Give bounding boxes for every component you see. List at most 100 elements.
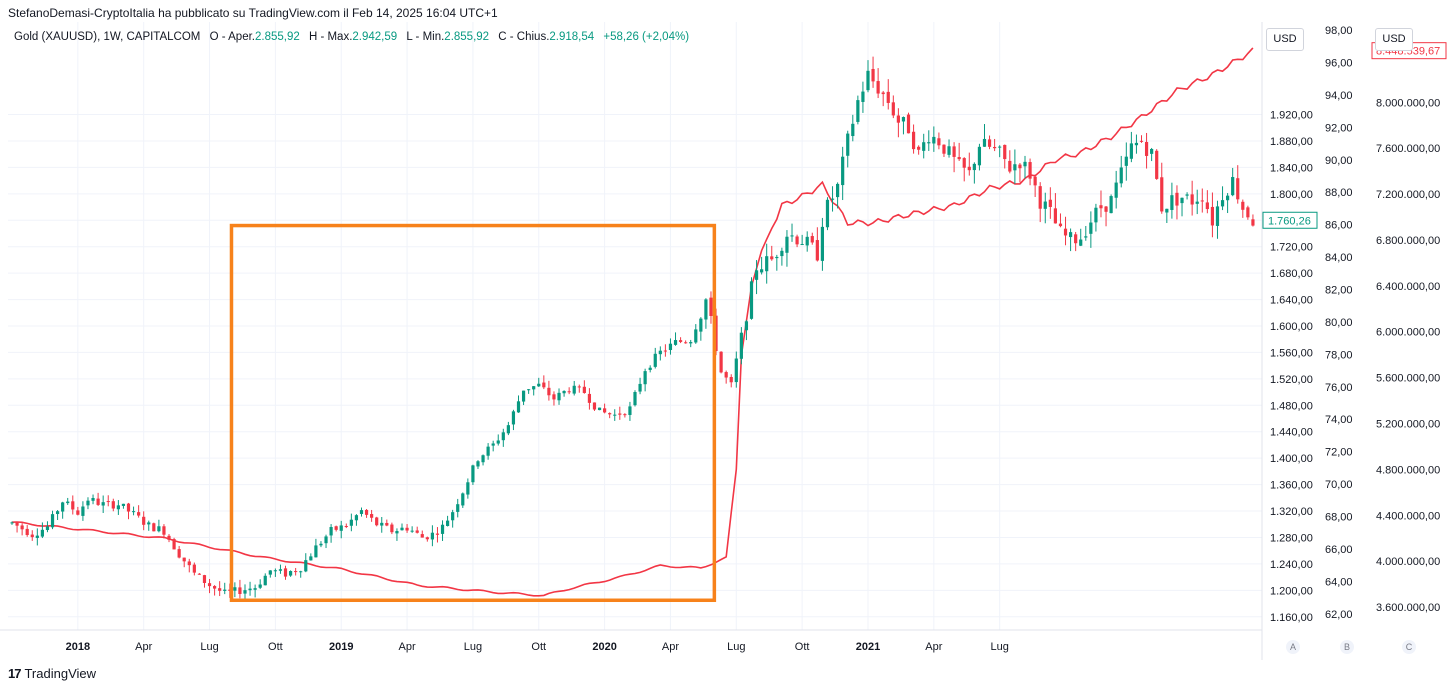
candle-body <box>810 236 814 243</box>
candle <box>567 387 571 395</box>
candle-body <box>891 102 895 116</box>
candle-body <box>471 465 475 483</box>
candle <box>815 227 819 262</box>
price-tick-label: 1.280,00 <box>1270 532 1313 544</box>
candle <box>810 232 814 245</box>
candle-body <box>364 509 369 515</box>
candle-body <box>704 299 708 320</box>
candle <box>121 503 126 509</box>
secondary-tick-label: 86,00 <box>1325 220 1353 232</box>
publication-attribution: StefanoDemasi-CryptoItalia ha pubblicato… <box>8 6 498 20</box>
candle-body <box>121 503 126 506</box>
candle-body <box>61 502 65 512</box>
overlay-tick-label: 4.000.000,00 <box>1376 556 1440 568</box>
candle <box>1144 132 1149 169</box>
candle-body <box>1251 219 1255 226</box>
candle-body <box>268 570 272 575</box>
candle <box>760 256 764 275</box>
candle <box>673 332 678 346</box>
candle <box>1150 147 1154 162</box>
candle-body <box>66 501 70 504</box>
candle <box>349 513 353 532</box>
candle <box>309 553 313 561</box>
candle-body <box>1155 150 1159 179</box>
candle-body <box>770 256 774 260</box>
price-tick-label: 1.200,00 <box>1270 585 1313 597</box>
candle-body <box>846 133 850 156</box>
candle-body <box>597 407 602 411</box>
overlay-line-series <box>11 47 1254 597</box>
candle <box>1170 182 1174 219</box>
candle <box>1210 192 1215 238</box>
candle <box>294 567 298 576</box>
candle <box>476 460 480 470</box>
candle-body <box>405 527 409 531</box>
candle-body <box>1150 149 1154 154</box>
candle-body <box>825 199 830 228</box>
candle-body <box>982 138 987 147</box>
candle <box>466 478 470 499</box>
candle-body <box>749 281 754 319</box>
candle <box>471 464 475 485</box>
candle <box>841 146 845 201</box>
candle-body <box>557 392 561 401</box>
candle <box>1134 134 1139 154</box>
axis-letter-c[interactable]: C <box>1402 640 1416 654</box>
axis-letter-a[interactable]: A <box>1286 640 1300 654</box>
currency-button-secondary[interactable]: USD <box>1375 28 1413 51</box>
overlay-tick-label: 7.200.000,00 <box>1376 189 1440 201</box>
candle <box>81 501 85 521</box>
low-label: L - Min. <box>406 31 445 43</box>
candle-body <box>922 142 926 151</box>
currency-button-primary[interactable]: USD <box>1266 28 1304 51</box>
candle <box>197 573 202 575</box>
candle <box>1068 228 1073 252</box>
candle-body <box>370 514 374 518</box>
candle-body <box>213 586 217 589</box>
tradingview-logo-icon: 17 <box>8 666 22 681</box>
candle <box>689 339 693 348</box>
candle-body <box>977 146 982 166</box>
candle <box>461 492 465 508</box>
candle <box>1246 205 1250 220</box>
candle-body <box>435 533 440 535</box>
candle-body <box>400 527 404 531</box>
candle <box>20 523 24 536</box>
candle <box>516 395 521 413</box>
candle-body <box>987 139 992 147</box>
candle-body <box>344 525 348 527</box>
candle-body <box>1003 144 1007 160</box>
candle-body <box>678 340 683 342</box>
price-tick-label: 1.520,00 <box>1270 374 1313 386</box>
candle <box>891 95 895 119</box>
candle-body <box>197 573 202 575</box>
candle <box>729 374 733 388</box>
x-tick-label: Apr <box>925 641 942 653</box>
candle-body <box>719 351 723 373</box>
candle <box>1129 131 1133 163</box>
candle-body <box>1165 208 1169 213</box>
price-tick-label: 1.720,00 <box>1270 242 1313 254</box>
axis-letter-b[interactable]: B <box>1340 640 1354 654</box>
candle-body <box>1124 156 1128 166</box>
candle <box>608 412 612 419</box>
candle <box>1013 149 1017 184</box>
candle-body <box>476 461 480 467</box>
tradingview-footer[interactable]: 17 TradingView <box>8 666 96 681</box>
candle-body <box>876 81 880 94</box>
candle-body <box>851 123 855 137</box>
candle-body <box>754 270 759 280</box>
highlight-rect <box>229 223 717 603</box>
candle-body <box>101 502 105 506</box>
price-current-label: 1.760,26 <box>1268 215 1311 227</box>
overlay-tick-label: 7.600.000,00 <box>1376 143 1440 155</box>
candle <box>71 495 75 515</box>
x-tick-label: 2021 <box>856 641 880 653</box>
candle-body <box>896 115 900 123</box>
candle-body <box>917 146 921 150</box>
symbol-name[interactable]: Gold (XAUUSD), 1W, CAPITALCOM <box>14 31 201 43</box>
candle-body <box>1170 195 1174 210</box>
candle <box>511 409 516 431</box>
candle-body <box>521 390 526 402</box>
